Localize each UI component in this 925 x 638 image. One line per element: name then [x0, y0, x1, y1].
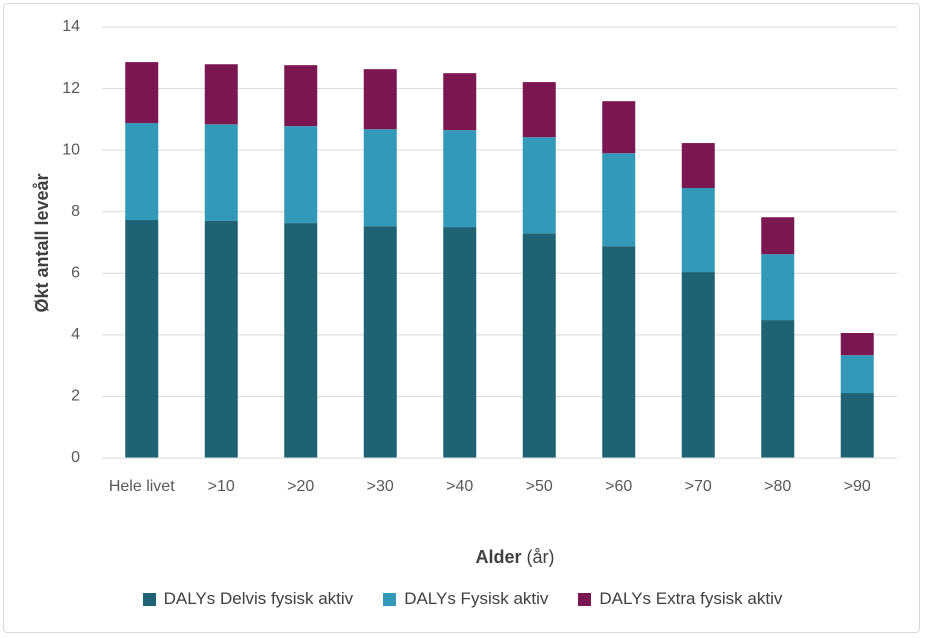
chart-border	[3, 3, 920, 633]
bar-segment	[204, 64, 238, 125]
x-tick-label: >40	[446, 478, 474, 495]
bar-segment	[602, 101, 636, 154]
bar-segment	[125, 123, 159, 221]
bar-segment	[522, 233, 556, 458]
bar-segment	[761, 217, 795, 255]
bar-segment	[840, 393, 874, 458]
bar-segment	[125, 220, 159, 458]
bar-segment	[681, 188, 715, 273]
legend-swatch	[383, 592, 397, 606]
bar-segment	[284, 65, 318, 127]
y-tick-label: 0	[71, 449, 80, 466]
bar-segment	[522, 137, 556, 234]
bar-segment	[284, 126, 318, 224]
y-tick-label: 4	[71, 326, 80, 343]
x-tick-label: >20	[287, 478, 315, 495]
bar-segment	[204, 124, 238, 221]
x-axis-title-main: Alder	[475, 547, 521, 567]
legend-label: DALYs Delvis fysisk aktiv	[163, 589, 354, 608]
bar-segment	[681, 272, 715, 458]
x-axis-title: Alder (år)	[475, 547, 554, 567]
bar-segment	[443, 227, 477, 458]
legend: DALYs Delvis fysisk aktiv DALYs Fysisk ak…	[0, 589, 925, 609]
bar-segment	[602, 153, 636, 247]
y-tick-label: 12	[62, 80, 80, 97]
legend-item: DALYs Fysisk aktiv	[383, 589, 548, 609]
x-tick-label: >60	[605, 478, 633, 495]
legend-label: DALYs Extra fysisk aktiv	[599, 589, 783, 608]
bar-segment	[443, 130, 477, 228]
legend-swatch	[142, 592, 156, 606]
x-tick-label: >50	[525, 478, 553, 495]
y-tick-label: 6	[71, 265, 80, 282]
x-tick-label: >80	[764, 478, 792, 495]
bar-segment	[840, 355, 874, 394]
bar-segment	[125, 62, 159, 124]
x-tick-label: >30	[366, 478, 394, 495]
bar-segment	[363, 226, 397, 458]
legend-swatch	[578, 592, 592, 606]
bar-segment	[522, 82, 556, 138]
x-tick-label: >90	[843, 478, 871, 495]
y-tick-label: 14	[62, 18, 80, 35]
bar-segment	[204, 220, 238, 458]
x-tick-label: >70	[684, 478, 712, 495]
x-axis-title-unit: (år)	[527, 547, 555, 567]
bar-segment	[602, 246, 636, 458]
x-tick-label: Hele livet	[108, 478, 175, 495]
bar-segment	[363, 129, 397, 227]
bar-segment	[761, 254, 795, 321]
y-axis-title: Økt antall leveår	[32, 173, 52, 312]
bar-segment	[443, 73, 477, 131]
y-tick-label: 2	[71, 388, 80, 405]
legend-item: DALYs Extra fysisk aktiv	[578, 589, 782, 609]
y-tick-label: 8	[71, 203, 80, 220]
x-tick-label: >10	[207, 478, 235, 495]
bar-segment	[681, 143, 715, 189]
bar-segment	[840, 333, 874, 356]
y-tick-label: 10	[62, 141, 80, 158]
bar-segment	[363, 69, 397, 130]
bar-segment	[284, 223, 318, 458]
legend-label: DALYs Fysisk aktiv	[404, 589, 549, 608]
bar-segment	[761, 320, 795, 458]
legend-item: DALYs Delvis fysisk aktiv	[142, 589, 354, 609]
